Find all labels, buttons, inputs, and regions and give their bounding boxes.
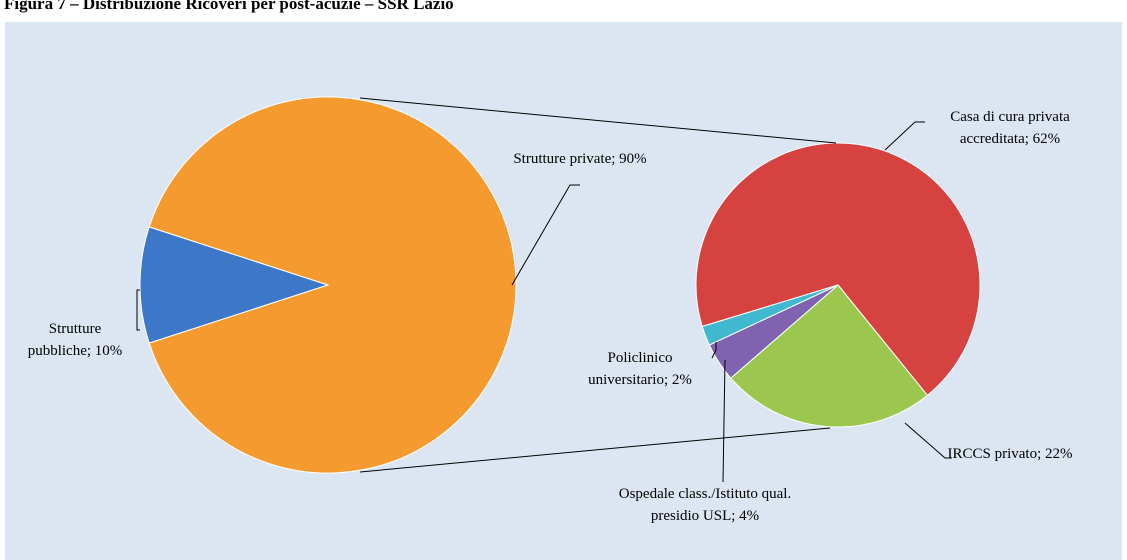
leader-line: [904, 422, 952, 459]
pie-slice: [730, 284, 929, 428]
data-label: Ospedale class./Istituto qual. presidio …: [618, 486, 792, 524]
data-label: Strutture private; 90%: [513, 151, 647, 167]
data-label: Casa di cura privata accreditata; 62%: [950, 109, 1070, 147]
pie-slice: [139, 226, 330, 344]
connector-line: [359, 427, 831, 473]
data-label: Policlinico universitario; 2%: [588, 350, 692, 388]
connector-line: [359, 97, 837, 144]
chart-title: Figura 7 – Distribuzione Ricoveri per po…: [4, 0, 454, 13]
leader-line: [711, 342, 717, 359]
leader-line: [884, 121, 925, 151]
leader-line: [511, 184, 580, 286]
leader-line: [136, 289, 140, 331]
data-label: Strutture pubbliche; 10%: [27, 321, 123, 359]
pie-slice: [695, 142, 981, 397]
pie-slice: [148, 96, 517, 474]
data-label: IRCCS privato; 22%: [947, 446, 1073, 462]
connectors: [136, 97, 952, 483]
leader-line: [722, 359, 726, 483]
pie-slice: [701, 284, 839, 346]
